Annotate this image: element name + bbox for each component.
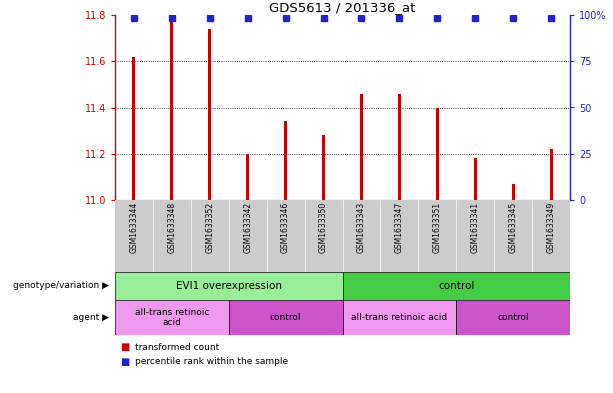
Text: GSM1633346: GSM1633346 <box>281 202 290 253</box>
Bar <box>474 158 477 200</box>
Text: control: control <box>270 313 302 322</box>
Bar <box>115 200 570 272</box>
Title: GDS5613 / 201336_at: GDS5613 / 201336_at <box>269 1 416 14</box>
Bar <box>284 121 287 200</box>
Bar <box>322 135 325 200</box>
Text: GSM1633352: GSM1633352 <box>205 202 215 253</box>
Text: transformed count: transformed count <box>135 343 219 351</box>
Text: GSM1633351: GSM1633351 <box>433 202 442 253</box>
Bar <box>436 108 439 200</box>
Bar <box>549 149 552 200</box>
Text: ■: ■ <box>120 357 129 367</box>
Text: GSM1633343: GSM1633343 <box>357 202 366 253</box>
Bar <box>132 57 135 200</box>
Text: ■: ■ <box>120 342 129 352</box>
Text: GSM1633345: GSM1633345 <box>509 202 517 253</box>
Text: control: control <box>497 313 529 322</box>
Text: percentile rank within the sample: percentile rank within the sample <box>135 358 289 367</box>
Text: GSM1633342: GSM1633342 <box>243 202 252 253</box>
Text: GSM1633350: GSM1633350 <box>319 202 328 253</box>
Bar <box>456 300 570 335</box>
Bar <box>512 184 515 200</box>
Bar <box>360 94 363 200</box>
Text: genotype/variation ▶: genotype/variation ▶ <box>13 281 109 290</box>
Bar <box>343 272 570 300</box>
Bar <box>115 300 229 335</box>
Text: all-trans retinoic acid: all-trans retinoic acid <box>351 313 447 322</box>
Bar <box>229 300 343 335</box>
Text: agent ▶: agent ▶ <box>73 313 109 322</box>
Bar <box>115 272 343 300</box>
Text: GSM1633344: GSM1633344 <box>129 202 139 253</box>
Text: GSM1633348: GSM1633348 <box>167 202 177 253</box>
Bar <box>170 20 173 200</box>
Text: GSM1633349: GSM1633349 <box>547 202 555 253</box>
Bar <box>208 29 211 200</box>
Bar <box>246 154 249 200</box>
Text: EVI1 overexpression: EVI1 overexpression <box>176 281 282 291</box>
Text: control: control <box>438 281 474 291</box>
Text: GSM1633341: GSM1633341 <box>471 202 480 253</box>
Bar <box>398 94 401 200</box>
Text: all-trans retinoic
acid: all-trans retinoic acid <box>135 308 209 327</box>
Text: GSM1633347: GSM1633347 <box>395 202 404 253</box>
Bar <box>343 300 456 335</box>
